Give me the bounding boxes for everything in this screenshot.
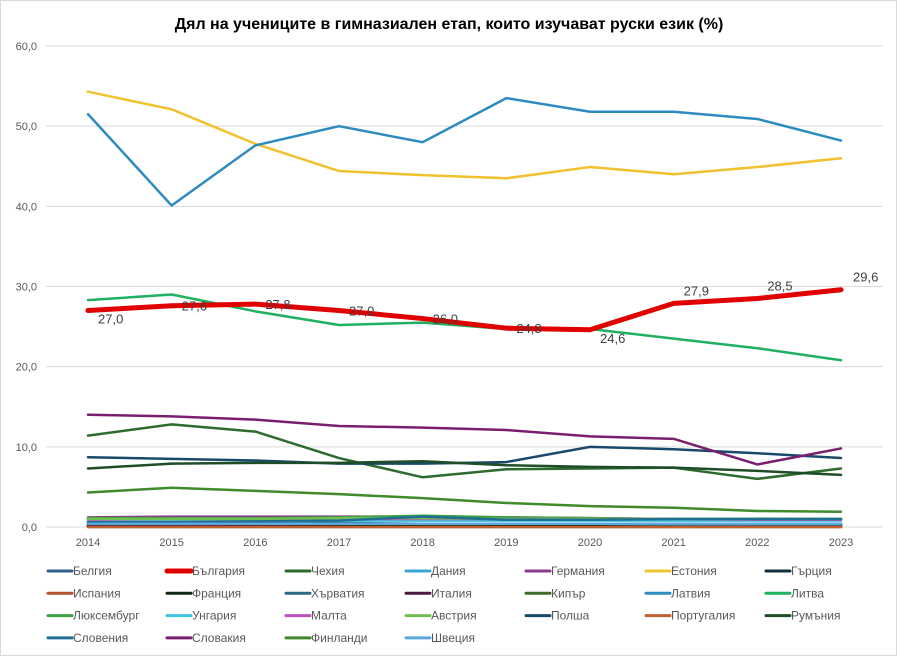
legend-label: Словакия <box>192 631 246 645</box>
legend-item: Австрия <box>404 609 477 623</box>
series-line-България <box>85 287 844 333</box>
legend-label: Люксембург <box>73 609 140 623</box>
y-tick-label: 60,0 <box>16 41 37 53</box>
series-line-Румъния <box>86 460 843 477</box>
legend-item: Италия <box>404 586 472 600</box>
series-lines <box>85 90 844 529</box>
legend-item: Португалия <box>644 609 735 623</box>
legend-item: Латвия <box>644 586 710 600</box>
legend-item: Словакия <box>165 631 246 645</box>
x-tick-label: 2020 <box>578 537 602 549</box>
legend-label: Франция <box>192 586 241 600</box>
legend-item: Естония <box>644 564 717 578</box>
data-label: 27,0 <box>349 304 374 319</box>
data-label: 27,9 <box>684 283 709 298</box>
legend-label: Естония <box>671 564 717 578</box>
data-label: 24,6 <box>600 331 625 346</box>
x-axis-ticks: 2014 2015 2016 2017 2018 2019 2020 2021 2022 2023 <box>76 537 853 549</box>
series-line-Естония <box>86 90 843 180</box>
data-labels: 27,0 27,6 27,8 27,0 26,0 24,8 24,6 27,9 28,5 29,6 <box>98 270 878 346</box>
legend-item: Швеция <box>404 631 475 645</box>
legend-item: Малта <box>284 609 347 623</box>
series-line-Словения <box>86 515 843 524</box>
legend-label: Румъния <box>791 609 840 623</box>
legend-item: България <box>164 564 245 578</box>
series-line-Словакия <box>86 413 843 466</box>
x-tick-label: 2016 <box>243 537 267 549</box>
legend-label: Белгия <box>73 564 112 578</box>
legend-label: Финланди <box>311 631 367 645</box>
legend-label: Испания <box>73 586 121 600</box>
legend-item: Дания <box>404 564 466 578</box>
legend: Белгия България Чехия Дания Германия Естония Г… <box>46 564 840 645</box>
x-tick-label: 2019 <box>494 537 518 549</box>
y-tick-label: 10,0 <box>16 442 37 454</box>
legend-item: Литва <box>764 586 824 600</box>
legend-label: Полша <box>551 609 590 623</box>
data-label: 29,6 <box>853 270 878 285</box>
legend-item: Чехия <box>284 564 345 578</box>
legend-label: Португалия <box>671 609 735 623</box>
legend-item: Полша <box>524 609 590 623</box>
y-axis-ticks: 0,0 10,0 20,0 30,0 40,0 50,0 60,0 <box>16 41 37 534</box>
data-label: 28,5 <box>767 279 792 294</box>
legend-item: Словения <box>46 631 128 645</box>
chart-title: Дял на учениците в гимназиален етап, кои… <box>175 16 724 33</box>
series-line-Чехия <box>86 423 843 481</box>
legend-item: Кипър <box>524 586 586 600</box>
legend-label: Литва <box>791 586 824 600</box>
legend-item: Франция <box>165 586 241 600</box>
x-tick-label: 2023 <box>829 537 853 549</box>
y-tick-label: 0,0 <box>22 522 37 534</box>
series-line-Финланди <box>86 486 843 514</box>
legend-label: Швеция <box>431 631 475 645</box>
x-tick-label: 2022 <box>745 537 769 549</box>
data-label: 24,8 <box>516 321 541 336</box>
legend-label: Малта <box>311 609 347 623</box>
data-label: 27,0 <box>98 312 123 327</box>
legend-item: Германия <box>524 564 605 578</box>
x-tick-label: 2021 <box>661 537 685 549</box>
data-label: 27,6 <box>182 299 207 314</box>
legend-item: Финланди <box>284 631 367 645</box>
x-tick-label: 2018 <box>410 537 434 549</box>
legend-item: Испания <box>46 586 121 600</box>
series-line-Латвия <box>86 96 843 207</box>
x-tick-label: 2015 <box>159 537 183 549</box>
legend-label: Гърция <box>791 564 832 578</box>
data-label: 26,0 <box>433 312 458 327</box>
legend-label: Австрия <box>431 609 477 623</box>
y-tick-label: 20,0 <box>16 362 37 374</box>
legend-label: Хърватия <box>311 586 365 600</box>
y-tick-label: 50,0 <box>16 121 37 133</box>
gridlines <box>46 45 883 528</box>
legend-label: Латвия <box>671 586 710 600</box>
legend-label: Чехия <box>311 564 345 578</box>
x-tick-label: 2017 <box>327 537 351 549</box>
legend-item: Гърция <box>764 564 832 578</box>
x-tick-label: 2014 <box>76 537 100 549</box>
legend-item: Белгия <box>46 564 112 578</box>
legend-label: Дания <box>431 564 466 578</box>
y-tick-label: 40,0 <box>16 201 37 213</box>
y-tick-label: 30,0 <box>16 282 37 294</box>
legend-item: Румъния <box>764 609 840 623</box>
legend-item: Люксембург <box>46 609 140 623</box>
legend-label: Италия <box>431 586 472 600</box>
legend-item: Унгария <box>165 609 236 623</box>
legend-label: Унгария <box>192 609 236 623</box>
legend-label: Германия <box>551 564 605 578</box>
legend-label: Словения <box>73 631 128 645</box>
legend-item: Хърватия <box>284 586 365 600</box>
legend-label: Кипър <box>551 586 586 600</box>
data-label: 27,8 <box>265 297 290 312</box>
legend-label: България <box>192 564 245 578</box>
